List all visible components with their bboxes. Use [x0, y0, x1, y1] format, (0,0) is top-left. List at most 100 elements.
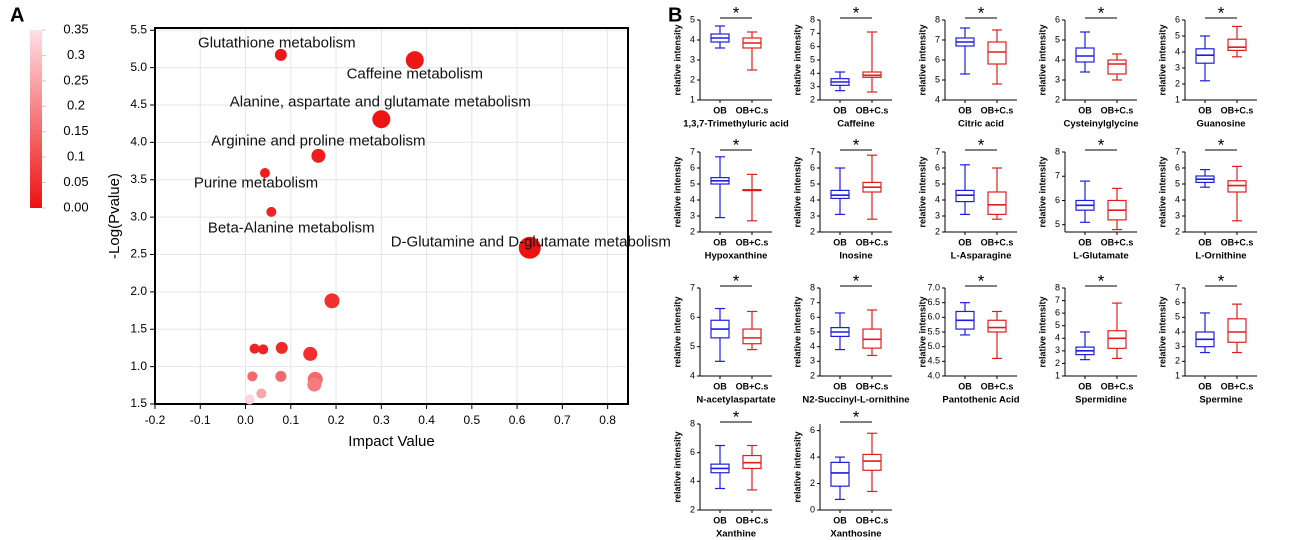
chart-title: N-acetylaspartate	[696, 395, 775, 406]
y-tick-label: 5	[1055, 219, 1060, 229]
x-tick-label: OB	[713, 237, 727, 247]
bubble	[259, 168, 270, 179]
y-tick-label: 1.5	[130, 396, 147, 410]
y-tick-label: 6	[1055, 195, 1060, 205]
x-tick-label: OB	[1198, 105, 1212, 115]
y-axis-title: relative intensity	[672, 156, 682, 227]
y-tick-label: 3	[1175, 62, 1180, 72]
bubble	[311, 148, 326, 163]
y-tick-label: 2	[935, 226, 940, 236]
y-tick-label: 1.5	[130, 321, 147, 335]
colorbar-tick-label: 0.1	[67, 149, 85, 164]
box	[742, 328, 762, 345]
y-tick-label: 3	[810, 356, 815, 366]
y-tick-label: 4	[690, 34, 695, 44]
y-tick-label: 7	[935, 146, 940, 156]
point-label: D-Glutamine and D-glutamate metabolism	[390, 233, 671, 251]
x-axis-title: Impact Value	[348, 433, 434, 450]
box	[987, 191, 1007, 215]
colorbar-tick-label: 0.00	[63, 199, 88, 214]
y-tick-label: 4	[690, 194, 695, 204]
x-tick-label: OB+C.s	[736, 515, 769, 525]
y-tick-label: 2	[1055, 94, 1060, 104]
x-tick-label: OB	[958, 105, 972, 115]
y-tick-label: 6	[810, 425, 815, 435]
y-tick-label: 2	[810, 478, 815, 488]
box	[1227, 318, 1247, 343]
significance-star: *	[978, 3, 985, 22]
y-tick-label: 5	[1175, 30, 1180, 40]
x-tick-label: OB	[833, 381, 847, 391]
x-tick-label: OB+C.s	[736, 105, 769, 115]
y-axis-title: relative intensity	[1157, 156, 1167, 227]
x-tick-label: OB	[713, 381, 727, 391]
y-tick-label: 2	[690, 74, 695, 84]
x-tick-label: OB+C.s	[1101, 105, 1134, 115]
y-tick-label: 8	[810, 282, 815, 292]
y-tick-label: 1	[690, 94, 695, 104]
chart-title: Xanthosine	[830, 529, 881, 540]
x-tick-label: 0.8	[599, 413, 616, 427]
bubble	[405, 51, 424, 70]
y-tick-label: 5	[810, 326, 815, 336]
y-tick-label: 5	[1175, 312, 1180, 322]
x-tick-label: OB	[958, 237, 972, 247]
y-tick-label: 8	[810, 14, 815, 24]
x-tick-label: OB+C.s	[1101, 237, 1134, 247]
y-tick-label: 6	[935, 54, 940, 64]
y-tick-label: 6.0	[927, 312, 940, 322]
bubble	[303, 346, 318, 361]
x-tick-label: OB	[713, 515, 727, 525]
point-label: Arginine and proline metabolism	[211, 132, 426, 150]
y-tick-label: 5	[690, 178, 695, 188]
y-tick-label: 7	[1175, 146, 1180, 156]
y-tick-label: 4	[810, 451, 815, 461]
chart-title: Spermine	[1199, 395, 1242, 406]
y-tick-label: 6	[810, 312, 815, 322]
x-tick-label: OB+C.s	[736, 237, 769, 247]
significance-star: *	[978, 135, 985, 154]
y-tick-label: 6	[690, 447, 695, 457]
plot-frame	[154, 27, 629, 405]
colorbar-tick-label: 0.3	[67, 47, 85, 62]
y-tick-label: 4.5	[927, 356, 940, 366]
colorbar-tick-label: 0.05	[63, 174, 88, 189]
x-tick-label: OB	[1078, 381, 1092, 391]
y-tick-label: 5	[1055, 34, 1060, 44]
x-tick-label: -0.2	[145, 413, 166, 427]
y-tick-label: 3	[935, 210, 940, 220]
x-tick-label: OB+C.s	[1221, 105, 1254, 115]
significance-star: *	[853, 271, 860, 290]
chart-title: Guanosine	[1196, 119, 1245, 130]
panel-label: B	[668, 4, 682, 26]
y-tick-label: 3	[1175, 210, 1180, 220]
significance-star: *	[733, 135, 740, 154]
y-tick-label: 3	[810, 210, 815, 220]
y-tick-label: 4	[935, 94, 940, 104]
x-tick-label: 0.5	[463, 413, 480, 427]
y-tick-label: 7	[1175, 282, 1180, 292]
y-tick-label: 7	[690, 146, 695, 156]
y-tick-label: 4	[935, 194, 940, 204]
point-label: Purine metabolism	[193, 174, 319, 192]
y-tick-label: 6	[1175, 162, 1180, 172]
chart-title: L-Asparagine	[951, 251, 1012, 262]
y-tick-label: 7	[690, 282, 695, 292]
bubble	[372, 110, 391, 129]
colorbar	[30, 30, 42, 208]
y-tick-label: 4	[690, 476, 695, 486]
significance-star: *	[1218, 3, 1225, 22]
y-tick-label: 5.0	[927, 341, 940, 351]
y-tick-label: 3	[1055, 74, 1060, 84]
x-tick-label: OB	[1078, 237, 1092, 247]
y-tick-label: 4	[1175, 46, 1180, 56]
bubble	[266, 206, 277, 217]
y-tick-label: 2	[810, 370, 815, 380]
y-tick-label: 5.0	[130, 60, 147, 74]
x-tick-label: OB	[958, 381, 972, 391]
point-label: Glutathione metabolism	[198, 34, 356, 52]
y-axis-title: relative intensity	[1037, 156, 1047, 227]
y-tick-label: 2	[810, 94, 815, 104]
y-tick-label: 2	[690, 504, 695, 514]
x-tick-label: OB+C.s	[1101, 381, 1134, 391]
